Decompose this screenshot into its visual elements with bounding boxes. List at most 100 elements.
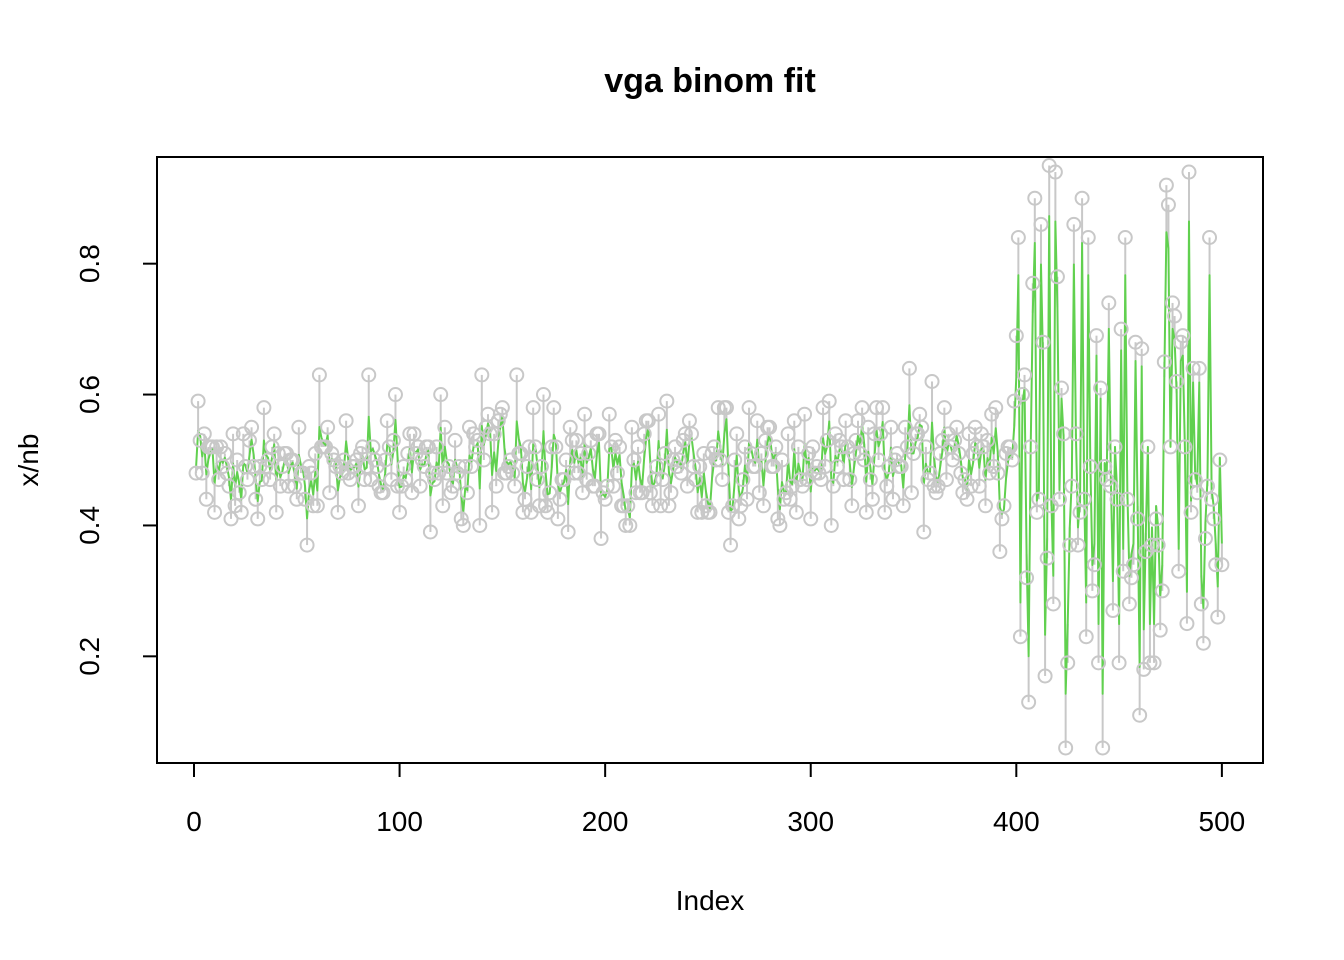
- data-point: [1146, 655, 1162, 671]
- data-point: [609, 465, 625, 481]
- data-point: [755, 498, 771, 514]
- data-point: [879, 478, 895, 494]
- data-point: [299, 537, 315, 553]
- data-point: [996, 498, 1012, 514]
- data-point: [1193, 596, 1209, 612]
- data-point: [749, 413, 765, 429]
- data-point: [544, 439, 560, 455]
- data-point: [474, 367, 490, 383]
- data-point: [447, 432, 463, 448]
- data-point: [262, 472, 278, 488]
- data-point: [959, 491, 975, 507]
- y-tick-label: 0.8: [74, 244, 105, 283]
- data-point: [361, 367, 377, 383]
- data-point: [772, 517, 788, 533]
- data-point: [1154, 583, 1170, 599]
- data-point: [1060, 655, 1076, 671]
- data-point: [751, 485, 767, 501]
- data-point: [1179, 616, 1195, 632]
- data-point: [560, 524, 576, 540]
- data-point: [330, 504, 346, 520]
- data-point: [455, 517, 471, 533]
- data-point: [1130, 511, 1146, 527]
- data-point: [494, 400, 510, 416]
- data-point: [1031, 491, 1047, 507]
- data-point: [429, 439, 445, 455]
- x-tick-label: 100: [376, 806, 423, 837]
- data-point: [844, 498, 860, 514]
- data-point: [918, 439, 934, 455]
- data-point: [829, 459, 845, 475]
- data-point: [301, 459, 317, 475]
- data-point: [723, 537, 739, 553]
- data-point: [850, 413, 866, 429]
- data-point: [1074, 190, 1090, 206]
- data-point: [813, 472, 829, 488]
- data-point: [788, 504, 804, 520]
- data-point: [914, 419, 930, 435]
- data-point: [1101, 295, 1117, 311]
- data-point: [484, 504, 500, 520]
- data-point: [431, 465, 447, 481]
- data-point: [519, 459, 535, 475]
- data-point: [525, 400, 541, 416]
- data-point: [663, 485, 679, 501]
- data-point: [725, 498, 741, 514]
- data-point: [324, 445, 340, 461]
- data-point: [281, 478, 297, 494]
- data-point: [903, 485, 919, 501]
- data-point: [435, 498, 451, 514]
- data-point: [630, 439, 646, 455]
- data-point: [1039, 550, 1055, 566]
- data-point: [1095, 740, 1111, 756]
- data-point: [375, 485, 391, 501]
- data-point: [1021, 694, 1037, 710]
- data-point: [780, 426, 796, 442]
- data-point: [1105, 603, 1121, 619]
- data-point: [566, 465, 582, 481]
- data-point: [727, 452, 743, 468]
- data-point: [490, 413, 506, 429]
- data-point: [1117, 229, 1133, 245]
- data-point: [873, 426, 889, 442]
- data-point: [556, 472, 572, 488]
- data-point: [542, 485, 558, 501]
- data-point: [741, 400, 757, 416]
- data-point: [1148, 511, 1164, 527]
- data-point: [634, 485, 650, 501]
- data-point: [1012, 629, 1028, 645]
- data-point: [1210, 609, 1226, 625]
- data-point: [834, 439, 850, 455]
- data-point: [309, 498, 325, 514]
- data-point: [433, 387, 449, 403]
- data-point: [398, 472, 414, 488]
- data-point: [353, 445, 369, 461]
- data-point: [1025, 275, 1041, 291]
- data-point: [988, 400, 1004, 416]
- data-point: [659, 393, 675, 409]
- data-point: [1185, 360, 1201, 376]
- y-tick-label: 0.2: [74, 637, 105, 676]
- data-point: [1014, 387, 1030, 403]
- data-point: [977, 498, 993, 514]
- x-axis: 0 100 200 300 400 500: [186, 762, 1245, 837]
- data-point: [1019, 570, 1035, 586]
- data-point: [1140, 439, 1156, 455]
- data-point: [1054, 380, 1070, 396]
- data-point: [936, 400, 952, 416]
- data-point: [618, 517, 634, 533]
- data-point: [1064, 478, 1080, 494]
- data-point: [420, 439, 436, 455]
- data-point: [1206, 511, 1222, 527]
- data-point: [805, 439, 821, 455]
- data-point: [256, 400, 272, 416]
- x-tick-label: 200: [582, 806, 629, 837]
- data-point: [651, 406, 667, 422]
- data-point: [254, 472, 270, 488]
- data-point: [424, 465, 440, 481]
- x-tick-label: 300: [787, 806, 834, 837]
- data-point: [1111, 655, 1127, 671]
- data-point: [624, 419, 640, 435]
- data-point: [980, 432, 996, 448]
